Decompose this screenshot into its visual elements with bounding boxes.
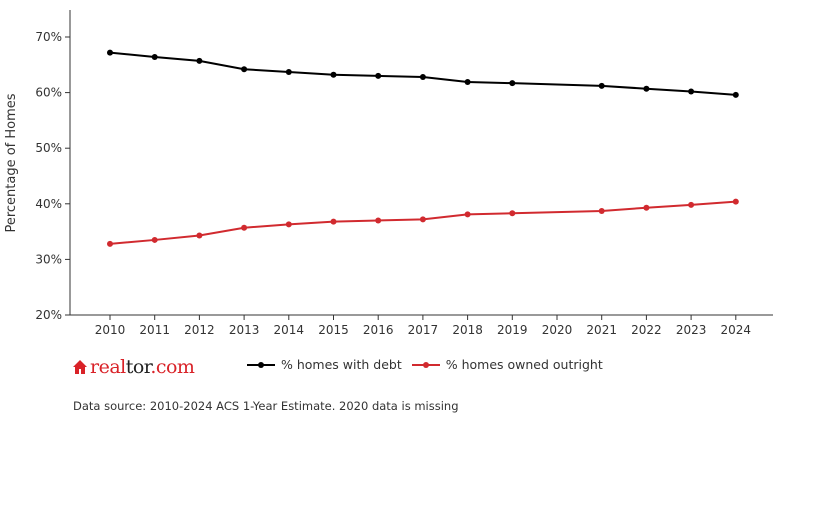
x-tick-label: 2022	[631, 323, 662, 337]
legend-label-outright: % homes owned outright	[445, 357, 603, 372]
data-point-outright	[330, 218, 337, 225]
data-point-outright	[419, 216, 426, 223]
y-axis-ticks: 20% 30% 40% 50% 60% 70%	[35, 30, 70, 322]
data-point-outright	[196, 232, 203, 239]
x-tick-label: 2016	[363, 323, 394, 337]
data-point-debt	[330, 71, 337, 78]
logo-text: realtor.com	[90, 356, 195, 378]
y-tick-label: 20%	[35, 308, 62, 322]
y-tick-label: 30%	[35, 252, 62, 266]
data-point-outright	[241, 224, 248, 231]
x-tick-label: 2017	[408, 323, 439, 337]
legend-label-debt: % homes with debt	[281, 357, 402, 372]
x-tick-label: 2015	[318, 323, 349, 337]
x-tick-label: 2012	[184, 323, 215, 337]
data-point-debt	[107, 49, 113, 56]
data-point-outright	[688, 201, 695, 208]
y-tick-label: 70%	[35, 30, 62, 44]
y-axis-title: Percentage of Homes	[4, 93, 19, 232]
data-point-outright	[509, 210, 516, 217]
data-point-outright	[732, 198, 739, 205]
data-point-debt	[151, 54, 158, 61]
data-point-outright	[464, 211, 471, 218]
data-point-outright	[107, 240, 113, 247]
x-tick-label: 2011	[139, 323, 170, 337]
x-tick-label: 2013	[229, 323, 260, 337]
house-icon	[73, 360, 87, 374]
data-point-outright	[598, 208, 605, 215]
x-tick-label: 2014	[274, 323, 305, 337]
series-line-debt	[109, 51, 736, 96]
data-point-outright	[285, 221, 292, 228]
data-point-debt	[643, 85, 650, 92]
logo-text-com: .com	[150, 356, 195, 378]
x-axis-ticks: 2010 2011 2012 2013 2014 2015 2016 2017 2018 2019…	[95, 315, 751, 337]
logo-text-tor: tor	[125, 356, 151, 378]
data-point-debt	[285, 69, 292, 76]
data-point-debt	[464, 79, 471, 86]
x-tick-label: 2020	[542, 323, 573, 337]
y-tick-label: 60%	[35, 86, 62, 100]
series-layer	[107, 49, 739, 247]
data-point-debt	[375, 72, 382, 79]
logo-text-real: real	[90, 356, 126, 378]
data-point-outright	[375, 217, 382, 224]
x-tick-label: 2010	[95, 323, 126, 337]
legend-item-debt: % homes with debt	[247, 357, 402, 372]
series-line-outright	[109, 200, 736, 245]
y-tick-label: 50%	[35, 141, 62, 155]
axes	[69, 10, 773, 316]
realtor-logo: realtor.com	[72, 356, 195, 378]
data-point-debt	[598, 82, 605, 89]
x-tick-label: 2018	[452, 323, 483, 337]
x-tick-label: 2019	[497, 323, 528, 337]
data-point-outright	[151, 236, 158, 243]
x-tick-label: 2021	[586, 323, 617, 337]
chart-legend: % homes with debt % homes owned outright	[247, 357, 613, 372]
legend-item-outright: % homes owned outright	[411, 357, 603, 372]
data-point-outright	[643, 204, 650, 211]
data-point-debt	[732, 91, 739, 98]
data-point-debt	[419, 74, 426, 81]
data-source-note: Data source: 2010-2024 ACS 1-Year Estima…	[73, 399, 459, 413]
legend-swatch-debt	[247, 361, 275, 368]
data-point-debt	[241, 66, 248, 73]
data-point-debt	[509, 80, 516, 87]
data-point-debt	[688, 88, 695, 95]
legend-swatch-outright	[411, 361, 440, 368]
x-tick-label: 2024	[721, 323, 752, 337]
data-point-debt	[196, 57, 203, 64]
y-tick-label: 40%	[35, 197, 62, 211]
x-tick-label: 2023	[676, 323, 707, 337]
